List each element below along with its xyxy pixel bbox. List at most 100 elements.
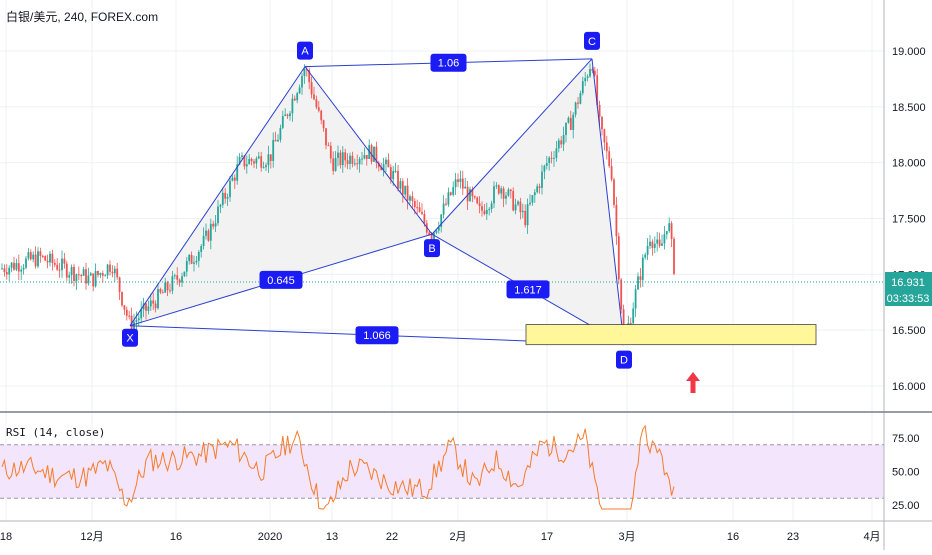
ratio-badge[interactable]: [259, 270, 303, 289]
candle-body: [351, 155, 354, 164]
candle-body: [665, 231, 668, 235]
time-tick-label: 2020: [258, 531, 282, 543]
candle-body: [32, 254, 35, 260]
time-tick-label: 4月: [863, 531, 880, 543]
rsi-scale[interactable]: 75.00 50.00 25.00: [892, 433, 920, 512]
ratio-badge[interactable]: [506, 280, 550, 299]
candle-body: [327, 145, 330, 147]
candle-body: [536, 186, 539, 193]
candle-body: [284, 114, 287, 116]
candle-body: [214, 223, 217, 227]
time-tick-label: 16: [727, 531, 739, 543]
candle-body: [106, 264, 109, 276]
candle-body: [557, 140, 560, 149]
candle-body: [531, 195, 534, 203]
ratio-badge[interactable]: [430, 53, 467, 72]
candle-body: [399, 181, 402, 189]
candle-body: [596, 75, 599, 105]
candle-body: [416, 207, 419, 209]
candle-body: [339, 152, 342, 166]
candle-body: [92, 273, 95, 287]
candle-body: [661, 243, 663, 246]
candle-body: [363, 154, 366, 159]
candle-body: [668, 223, 671, 232]
candle-body: [75, 274, 78, 281]
candle-body: [550, 157, 553, 159]
candle-body: [562, 134, 565, 145]
pattern-point-badge[interactable]: [122, 328, 138, 347]
pattern-point-badge[interactable]: [297, 41, 313, 60]
ratio-badge[interactable]: [355, 326, 399, 345]
candle-body: [325, 128, 327, 146]
candle-body: [233, 177, 236, 181]
time-tick-label: 22: [386, 531, 398, 543]
time-tick-label: 13: [326, 531, 338, 543]
pattern-point-badge[interactable]: [616, 350, 632, 369]
candle-body: [236, 164, 239, 181]
candle-body: [394, 170, 397, 172]
candle-body: [673, 238, 675, 274]
candle-body: [649, 241, 651, 246]
candle-body: [409, 196, 411, 201]
candle-body: [428, 232, 431, 235]
candle-body: [113, 268, 116, 274]
time-tick-label: 3月: [618, 531, 635, 543]
up-arrow-icon: [686, 372, 700, 393]
candle-body: [560, 140, 563, 145]
candle-body: [322, 120, 325, 129]
candle-body: [529, 202, 531, 205]
candle-body: [265, 165, 267, 168]
candle-body: [610, 166, 613, 180]
candle-body: [430, 234, 433, 240]
candle-body: [269, 154, 272, 161]
pattern-point-badge[interactable]: [424, 239, 440, 258]
target-zone[interactable]: [525, 324, 817, 346]
candle-body: [169, 290, 171, 292]
candle-body: [646, 245, 649, 255]
candle-body: [224, 192, 227, 199]
candle-body: [65, 263, 68, 278]
candle-body: [262, 167, 265, 169]
candle-body: [598, 104, 601, 117]
candle-body: [149, 300, 152, 307]
candle-body: [241, 155, 243, 158]
candle-body: [248, 158, 251, 165]
candle-body: [538, 186, 541, 188]
time-axis[interactable]: 18 12月 16 2020 13 22 2月 17 3月 16 23 4月: [0, 531, 881, 543]
candle-body: [569, 117, 572, 130]
candle-body: [125, 309, 128, 316]
time-tick-label: 18: [0, 531, 12, 543]
candle-body: [449, 192, 452, 195]
candle-body: [459, 178, 462, 183]
candle-body: [183, 271, 186, 277]
candle-body: [277, 139, 279, 142]
rsi-tick-label: 50.00: [892, 467, 920, 479]
candle-body: [3, 268, 6, 273]
rsi-tick-label: 75.00: [892, 433, 920, 445]
candle-body: [10, 262, 13, 268]
last-price-value: 16.931: [891, 277, 925, 289]
candle-body: [219, 204, 222, 207]
candle-body: [27, 252, 30, 259]
candle-body: [274, 139, 277, 142]
candle-body: [58, 269, 61, 271]
candle-body: [197, 251, 200, 261]
candle-body: [593, 70, 596, 76]
candle-body: [13, 262, 15, 270]
pattern-leg: [591, 58, 625, 345]
candle-body: [157, 289, 159, 309]
pattern-point-badge[interactable]: [584, 31, 600, 50]
candle-body: [255, 158, 258, 164]
candle-body: [53, 262, 56, 265]
candle-body: [303, 68, 306, 76]
candle-body: [178, 279, 181, 283]
candle-body: [212, 223, 215, 227]
candle-body: [63, 258, 66, 264]
candle-body: [101, 273, 104, 276]
candle-body: [356, 163, 359, 165]
candle-body: [437, 227, 440, 231]
candle-body: [411, 196, 414, 201]
candle-body: [207, 230, 210, 241]
candle-body: [147, 306, 150, 311]
